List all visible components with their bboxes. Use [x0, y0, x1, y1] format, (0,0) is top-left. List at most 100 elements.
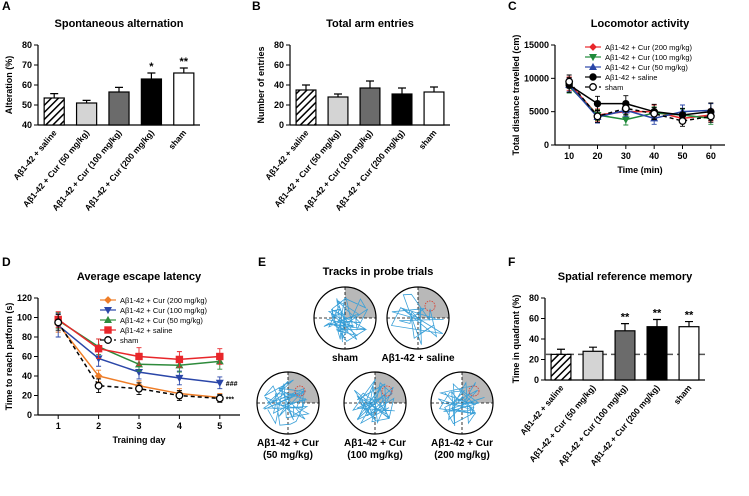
legend-label: Aβ1-42 + Cur (50 mg/kg) [605, 63, 688, 72]
track-label: (200 mg/kg) [434, 450, 490, 461]
x-tick-label: 60 [706, 151, 716, 161]
marker [135, 352, 143, 361]
marker [54, 318, 63, 327]
error-bar [147, 72, 156, 79]
y-tick-label: 20 [274, 100, 284, 110]
y-tick-label: 60 [22, 352, 32, 362]
legend-marker [104, 336, 112, 344]
legend-marker [589, 53, 597, 62]
series-line [568, 84, 711, 116]
x-tick-label: 30 [621, 151, 631, 161]
error-bar [685, 320, 693, 327]
significance: ** [685, 310, 694, 322]
marker [94, 344, 103, 353]
y-tick-label: 80 [22, 332, 32, 342]
y-tick-label: 80 [274, 40, 284, 50]
error-bar [398, 87, 406, 94]
bar [646, 326, 668, 381]
marker [706, 112, 715, 121]
error-bar [115, 86, 123, 92]
end-label: *** [226, 396, 234, 403]
x-axis-label: Time (min) [617, 165, 662, 175]
legend-marker [104, 306, 112, 315]
error-bar [653, 318, 661, 327]
panel-label: C [508, 0, 517, 13]
y-tick-label: 10000 [524, 73, 549, 83]
y-tick-label: 15000 [524, 40, 549, 50]
swim-track [438, 381, 485, 427]
x-axis-label: Training day [112, 435, 165, 445]
chart-title: Spatial reference memory [558, 271, 693, 283]
panel-label: F [508, 255, 515, 269]
y-tick-label: 80 [529, 293, 539, 303]
y-tick-label: 120 [17, 293, 32, 303]
legend-marker [589, 73, 597, 81]
legend-label: Aβ1-42 + saline [120, 326, 172, 335]
error-bar [366, 80, 374, 88]
track-label: Aβ1-42 + Cur [257, 438, 319, 449]
panel-label: E [258, 255, 266, 269]
panel-label: B [252, 0, 261, 13]
target-quadrant [375, 372, 406, 403]
diagram-title: Tracks in probe trials [323, 266, 434, 278]
error-bar [82, 99, 91, 103]
bar [678, 326, 700, 381]
y-tick-label: 50 [22, 100, 32, 110]
marker [175, 391, 184, 400]
error-bar [179, 67, 188, 73]
target-quadrant [288, 372, 319, 403]
y-axis-label: Total distance travelled (cm) [511, 35, 521, 156]
x-tick-label: sham [166, 128, 188, 152]
marker [215, 394, 224, 403]
y-axis-label: Time to reach patform (s) [4, 303, 14, 411]
legend-marker [104, 296, 112, 304]
error-bar [589, 346, 597, 352]
y-tick-label: 0 [27, 410, 32, 420]
marker [175, 374, 184, 383]
legend-label: Aβ1-42 + Cur (200 mg/kg) [605, 43, 693, 52]
y-tick-label: 0 [279, 120, 284, 130]
bar [295, 89, 317, 126]
track-label: (50 mg/kg) [263, 450, 313, 461]
x-tick-label: 3 [136, 421, 141, 431]
legend-label: Aβ1-42 + saline [605, 73, 657, 82]
track-label: Aβ1-42 + Cur [431, 438, 493, 449]
bar [327, 96, 349, 126]
bar [173, 72, 195, 126]
track-label: (100 mg/kg) [347, 450, 403, 461]
y-tick-label: 20 [22, 391, 32, 401]
bar [108, 91, 130, 126]
marker [621, 116, 630, 124]
legend-label: Aβ1-42 + Cur (100 mg/kg) [120, 306, 208, 315]
chart-title: Locomotor activity [591, 18, 690, 30]
end-label: ### [226, 381, 238, 388]
target-quadrant [462, 372, 493, 403]
marker [650, 109, 659, 118]
y-tick-label: 40 [274, 80, 284, 90]
legend-label: sham [120, 336, 138, 345]
y-tick-label: 80 [22, 40, 32, 50]
platform-trace [381, 385, 393, 397]
y-tick-label: 60 [22, 80, 32, 90]
x-tick-label: 10 [564, 151, 574, 161]
bar [550, 353, 572, 381]
bar [582, 350, 604, 381]
y-tick-label: 100 [17, 313, 32, 323]
bar [43, 97, 65, 126]
y-tick-label: 60 [529, 314, 539, 324]
legend-label: Aβ1-42 + Cur (100 mg/kg) [605, 53, 693, 62]
legend-marker [589, 83, 597, 91]
swim-track [390, 293, 444, 345]
error-bar [50, 93, 59, 98]
legend-marker [104, 315, 112, 324]
y-tick-label: 60 [274, 60, 284, 70]
marker [94, 381, 103, 390]
legend-marker [104, 326, 112, 334]
platform-trace [468, 385, 480, 397]
y-tick-label: 5000 [529, 107, 549, 117]
marker [593, 99, 602, 108]
y-tick-label: 0 [534, 375, 539, 385]
marker [621, 104, 630, 113]
x-tick-label: 1 [56, 421, 61, 431]
